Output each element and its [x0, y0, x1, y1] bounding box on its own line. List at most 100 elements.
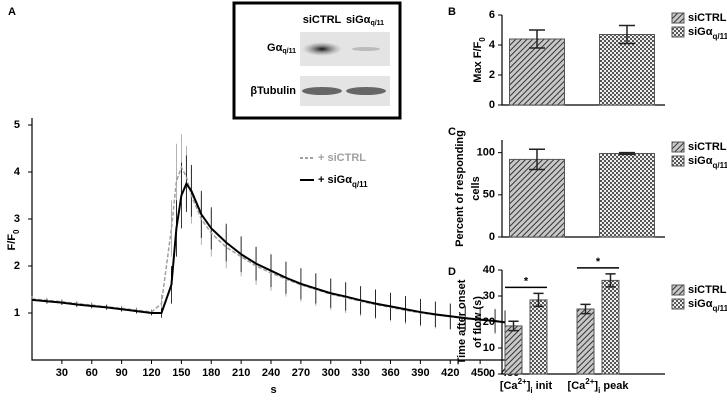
bar	[599, 152, 655, 238]
legend-swatch	[671, 298, 685, 310]
x-tick-label: 420	[441, 367, 459, 379]
blot-row-label: Gαq/11	[267, 42, 296, 55]
x-tick-label: 120	[142, 367, 160, 379]
text: init	[533, 380, 553, 392]
bar	[504, 325, 523, 375]
x-tick-label: 60	[86, 367, 98, 379]
legend-label: + siGαq/11	[318, 174, 368, 189]
text: siGα	[688, 155, 713, 167]
blot-band	[302, 87, 342, 95]
x-tick-label: [Ca2+]i peak	[568, 377, 630, 395]
text: Percent of responding	[454, 130, 466, 247]
y-tick-label: 2	[489, 69, 495, 81]
y-tick-label: 3	[14, 213, 20, 225]
subscript: q/11	[370, 20, 384, 27]
line-series	[31, 181, 506, 324]
blot-lane-label: siCTRL	[303, 14, 342, 26]
x-tick-label: [Ca2+]i init	[500, 377, 553, 395]
legend-label: siCTRL	[688, 284, 727, 296]
line-series	[31, 165, 506, 324]
y-axis-label: cells	[470, 176, 482, 200]
text: siCTRL	[688, 284, 727, 296]
error-bar	[508, 320, 519, 332]
blot-band	[302, 42, 342, 56]
legend-swatch	[671, 141, 685, 153]
x-tick-label: 150	[172, 367, 190, 379]
error-bar	[605, 273, 616, 288]
text: siGα	[346, 14, 371, 26]
blot-lane-label: siGαq/11	[346, 14, 384, 27]
legend-swatch	[671, 284, 685, 296]
x-tick-label: 450	[471, 367, 489, 379]
y-tick-label: 0	[489, 99, 495, 111]
text: + siGα	[318, 174, 352, 186]
text: ]	[594, 380, 598, 392]
text: siGα	[688, 298, 713, 310]
superscript: 2+	[585, 377, 594, 386]
subscript: q/11	[713, 32, 727, 41]
y-axis-label: Max F/F0	[472, 37, 487, 83]
axis	[31, 118, 515, 361]
subscript: q/11	[282, 48, 296, 55]
significance-label: *	[524, 275, 529, 287]
x-tick-label: 390	[411, 367, 429, 379]
x-tick-label: 300	[322, 367, 340, 379]
legend-swatch	[671, 12, 685, 24]
text: Max F/F	[472, 41, 484, 82]
panel-label: B	[448, 6, 456, 18]
text: F/F	[6, 234, 18, 251]
y-tick-label: 100	[477, 147, 495, 159]
panel-label: C	[448, 126, 456, 138]
text: βTubulin	[250, 85, 296, 97]
text: siGα	[688, 26, 713, 38]
legend-label: siGαq/11	[688, 298, 727, 313]
y-tick-label: 50	[483, 189, 495, 201]
blot-band	[346, 87, 386, 95]
y-axis-label: Time after onset	[456, 279, 468, 364]
error-bar	[580, 303, 591, 315]
panel-label: D	[448, 266, 456, 278]
x-tick-label: 180	[202, 367, 220, 379]
text: siCTRL	[688, 12, 727, 24]
panel-label: A	[8, 6, 16, 18]
legend-label: siGαq/11	[688, 155, 727, 170]
bar	[576, 308, 595, 375]
text: of flow (s)	[472, 296, 484, 348]
x-tick-label: 360	[381, 367, 399, 379]
subscript: 0	[12, 229, 21, 234]
y-tick-label: 0	[489, 231, 495, 243]
bar	[599, 34, 655, 106]
text: ]	[527, 380, 531, 392]
text: Time after onset	[456, 279, 468, 364]
text: siCTRL	[688, 141, 727, 153]
y-tick-label: 10	[483, 342, 495, 354]
error-bar	[529, 29, 545, 49]
error-bar	[533, 292, 544, 308]
y-axis-label: Percent of responding	[454, 130, 466, 247]
text: Gα	[267, 42, 283, 54]
subscript: q/11	[352, 180, 368, 189]
y-tick-label: 40	[483, 264, 495, 276]
bar	[529, 299, 548, 375]
bar	[509, 38, 565, 106]
y-tick-label: 20	[483, 316, 495, 328]
blot-band	[352, 47, 380, 51]
y-tick-label: 30	[483, 290, 495, 302]
bar	[601, 279, 620, 375]
y-tick-label: 2	[14, 260, 20, 272]
text: cells	[470, 176, 482, 200]
bar	[509, 158, 565, 238]
x-tick-label: 90	[116, 367, 128, 379]
y-axis-label: F/F0	[6, 229, 21, 251]
legend-swatch	[671, 26, 685, 38]
subscript: q/11	[713, 161, 727, 170]
y-tick-label: 1	[14, 307, 20, 319]
y-tick-label: 5	[14, 119, 20, 131]
y-tick-label: 6	[489, 9, 495, 21]
x-axis-label: s	[270, 384, 276, 396]
superscript: 2+	[518, 377, 527, 386]
error-bar	[529, 148, 545, 171]
text: peak	[600, 380, 629, 392]
y-tick-label: 0	[489, 368, 495, 380]
